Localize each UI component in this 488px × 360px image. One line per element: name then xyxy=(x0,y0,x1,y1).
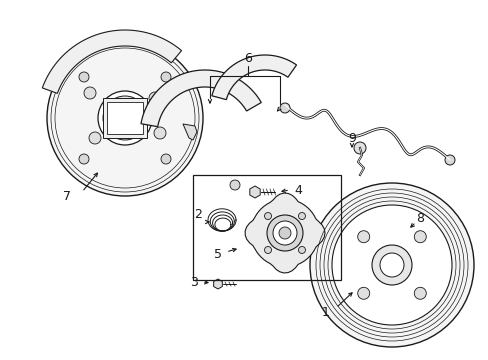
Text: 1: 1 xyxy=(322,306,329,319)
Text: 7: 7 xyxy=(63,189,71,202)
Polygon shape xyxy=(213,279,222,289)
Circle shape xyxy=(161,72,171,82)
Circle shape xyxy=(149,92,161,104)
Circle shape xyxy=(279,227,290,239)
Text: 3: 3 xyxy=(190,275,198,288)
Polygon shape xyxy=(141,70,261,127)
Circle shape xyxy=(103,96,147,140)
Circle shape xyxy=(264,247,271,253)
Circle shape xyxy=(413,287,426,299)
Circle shape xyxy=(272,221,296,245)
Circle shape xyxy=(357,231,369,243)
Circle shape xyxy=(383,236,391,244)
Circle shape xyxy=(229,180,240,190)
Text: 4: 4 xyxy=(293,184,301,197)
Circle shape xyxy=(79,154,89,164)
Circle shape xyxy=(444,155,454,165)
Circle shape xyxy=(154,127,165,139)
Circle shape xyxy=(353,142,365,154)
Text: 5: 5 xyxy=(214,248,222,261)
Bar xyxy=(103,98,147,138)
Polygon shape xyxy=(211,55,296,100)
Circle shape xyxy=(331,205,451,325)
Circle shape xyxy=(379,253,403,277)
Circle shape xyxy=(84,87,96,99)
Polygon shape xyxy=(42,30,181,93)
Circle shape xyxy=(264,212,271,220)
Circle shape xyxy=(309,183,473,347)
Text: 8: 8 xyxy=(415,211,423,225)
Text: 9: 9 xyxy=(347,131,355,144)
Circle shape xyxy=(266,215,303,251)
Polygon shape xyxy=(249,186,260,198)
Circle shape xyxy=(110,103,140,133)
Circle shape xyxy=(98,91,152,145)
Circle shape xyxy=(47,40,203,196)
Circle shape xyxy=(401,236,409,244)
Circle shape xyxy=(371,245,411,285)
Circle shape xyxy=(161,154,171,164)
Bar xyxy=(107,102,142,134)
Polygon shape xyxy=(183,124,197,140)
Circle shape xyxy=(298,212,305,220)
Circle shape xyxy=(413,231,426,243)
Text: 6: 6 xyxy=(244,51,251,64)
Circle shape xyxy=(79,72,89,82)
Circle shape xyxy=(89,132,101,144)
Circle shape xyxy=(357,287,369,299)
Circle shape xyxy=(298,247,305,253)
Bar xyxy=(193,175,340,280)
Circle shape xyxy=(280,103,289,113)
Text: 2: 2 xyxy=(194,208,202,221)
Polygon shape xyxy=(244,193,325,273)
